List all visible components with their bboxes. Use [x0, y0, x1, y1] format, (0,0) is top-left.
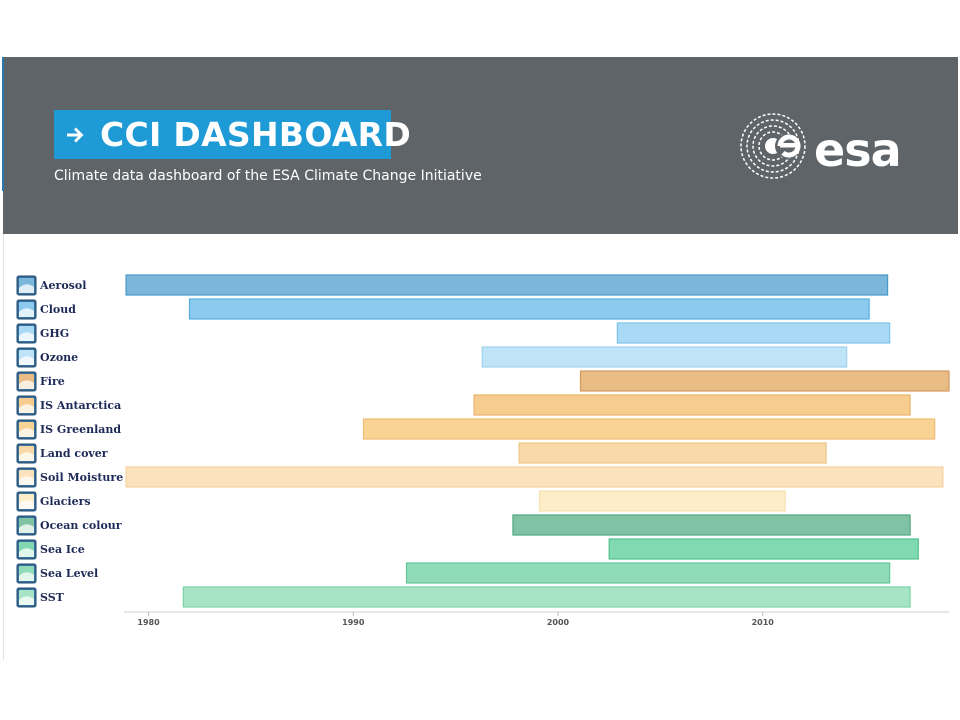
- timeline-bar: [579, 370, 950, 392]
- timeline-bar: [362, 418, 936, 440]
- is-greenland-icon: [16, 419, 37, 440]
- timeline-bar: [188, 298, 870, 320]
- esa-logo: esa: [740, 113, 902, 179]
- timeline-bar: [538, 490, 786, 512]
- sst-icon: [16, 587, 37, 608]
- ecv-label: Cloud: [40, 303, 76, 316]
- ecv-label: Ozone: [40, 351, 78, 364]
- timeline-bar: [473, 394, 911, 416]
- glaciers-icon: [16, 491, 37, 512]
- aerosol-icon: [16, 275, 37, 296]
- ozone-icon: [16, 347, 37, 368]
- ecv-label: IS Antarctica: [40, 399, 121, 412]
- timeline-bar: [481, 346, 848, 368]
- timeline-chart-svg: Aerosol Cloud GHG Ozone Fire IS Antarctica IS …: [16, 274, 950, 627]
- sea-level-icon: [16, 563, 37, 584]
- ecv-label: Sea Ice: [40, 543, 85, 556]
- timeline-bar: [518, 442, 827, 464]
- soil-moisture-icon: [16, 467, 37, 488]
- ecv-label: Ocean colour: [40, 519, 122, 532]
- land-cover-icon: [16, 443, 37, 464]
- timeline-bar: [405, 562, 891, 584]
- timeline-bar: [125, 466, 944, 488]
- arrow-right-icon: [67, 127, 84, 143]
- timeline-bar: [512, 514, 911, 536]
- esa-wordmark: esa: [814, 123, 901, 177]
- x-tick-label: 2000: [547, 618, 570, 627]
- ecv-label: Soil Moisture: [40, 471, 123, 484]
- ecv-label: SST: [40, 591, 65, 604]
- sea-ice-icon: [16, 539, 37, 560]
- timeline-bar: [182, 586, 911, 608]
- esa-globe-emblem: [740, 113, 806, 179]
- page-subtitle: Climate data dashboard of the ESA Climat…: [54, 168, 482, 184]
- ocean-colour-icon: [16, 515, 37, 536]
- title-banner: CCI DASHBOARD: [54, 110, 411, 159]
- x-tick-label: 2010: [752, 618, 775, 627]
- timeline-bar: [608, 538, 919, 560]
- ecv-label: Aerosol: [39, 279, 86, 292]
- header-accent-edge: [2, 57, 4, 191]
- ecv-label: Fire: [40, 375, 65, 388]
- ghg-icon: [16, 323, 37, 344]
- ecv-label: Land cover: [40, 447, 108, 460]
- cloud-icon: [16, 299, 37, 320]
- x-tick-label: 1990: [342, 618, 365, 627]
- ecv-label: Sea Level: [40, 567, 98, 580]
- timeline-bar: [125, 274, 889, 296]
- x-tick-label: 1980: [137, 618, 160, 627]
- timeline-chart: Aerosol Cloud GHG Ozone Fire IS Antarctica IS …: [3, 234, 959, 660]
- ecv-label: IS Greenland: [40, 423, 121, 436]
- is-antarctica-icon: [16, 395, 37, 416]
- fire-icon: [16, 371, 37, 392]
- ecv-label: GHG: [40, 327, 69, 340]
- timeline-bar: [616, 322, 891, 344]
- ecv-label: Glaciers: [40, 495, 91, 508]
- page-title: CCI DASHBOARD: [100, 115, 412, 154]
